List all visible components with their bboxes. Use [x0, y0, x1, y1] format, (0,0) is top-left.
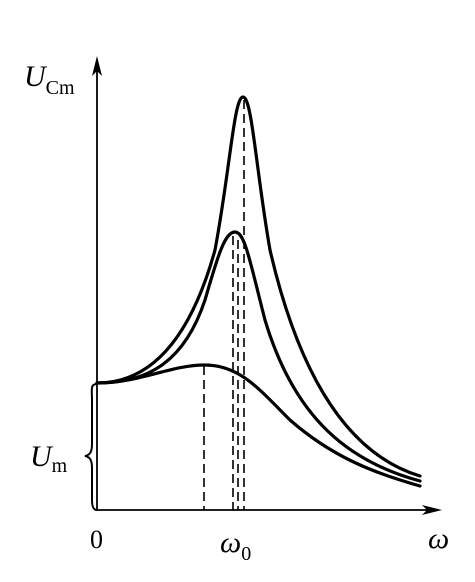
- amplitude-brace: [84, 383, 98, 511]
- label-symbol: U: [30, 440, 54, 473]
- x-axis-arrow: [422, 505, 442, 515]
- resonance-curve: [95, 363, 422, 488]
- y-axis-label: UCm: [24, 60, 75, 99]
- resonance-curve: [95, 95, 422, 478]
- resonance-curve: [95, 230, 422, 483]
- origin-label: 0: [90, 525, 103, 554]
- amplitude-label: Um: [30, 440, 68, 477]
- label-symbol: ω: [220, 526, 241, 559]
- resonance-label: ω0: [220, 526, 251, 565]
- label-subscript: Cm: [46, 77, 75, 99]
- x-axis-label: ω: [428, 522, 449, 555]
- y-axis-arrow: [92, 56, 102, 76]
- label-subscript: 0: [241, 543, 251, 565]
- label-subscript: m: [52, 455, 68, 477]
- label-symbol: U: [24, 60, 48, 93]
